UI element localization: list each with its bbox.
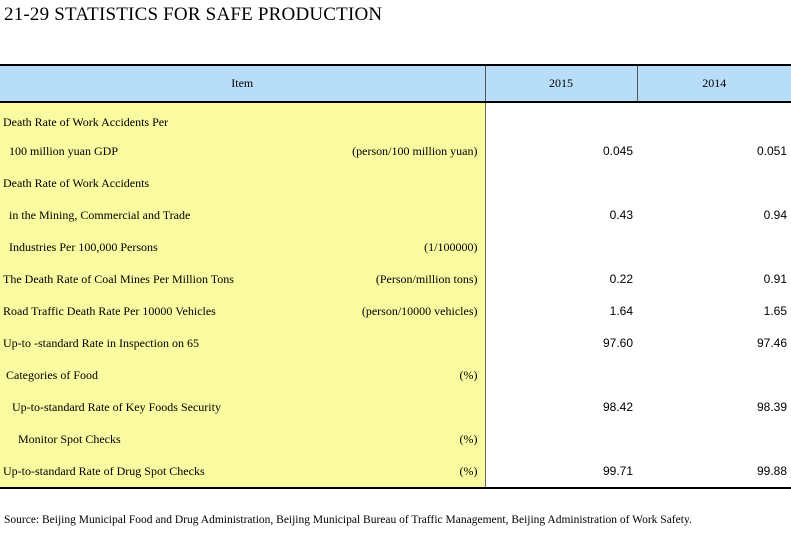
item-cell: Categories of Food (%)	[0, 359, 486, 391]
item-cell: Death Rate of Work Accidents Per	[0, 102, 486, 135]
value-2015: 1.64	[609, 304, 633, 318]
value-2014	[637, 423, 791, 455]
table-row: Categories of Food (%)	[0, 359, 791, 391]
value-2015: 99.71	[485, 455, 637, 489]
table-row: Industries Per 100,000 Persons (1/100000)	[0, 231, 791, 263]
table-row: Death Rate of Work Accidents Per	[0, 102, 791, 135]
item-label: 100 million yuan GDP	[3, 143, 119, 158]
item-unit: (Person/million tons)	[375, 271, 478, 286]
value-2014: 98.39	[756, 400, 787, 414]
table-row: Monitor Spot Checks (%)	[0, 423, 791, 455]
table-row: Death Rate of Work Accidents	[0, 167, 791, 199]
value-2014: 1.65	[763, 304, 787, 318]
item-unit: (%)	[459, 367, 478, 382]
item-cell: Death Rate of Work Accidents	[0, 167, 486, 199]
item-cell: Up-to-standard Rate of Drug Spot Checks (…	[0, 455, 486, 489]
table-row: Up-to-standard Rate of Key Foods Securit…	[0, 391, 791, 423]
column-header-2015: 2015	[485, 64, 638, 103]
item-cell: Up-to -standard Rate in Inspection on 65	[0, 327, 486, 359]
item-unit: (person/10000 vehicles)	[361, 303, 478, 318]
item-label: Road Traffic Death Rate Per 10000 Vehicl…	[3, 303, 216, 318]
item-label: Categories of Food	[3, 367, 98, 382]
value-2014	[637, 102, 791, 135]
value-2015	[485, 167, 637, 199]
item-cell: in the Mining, Commercial and Trade	[0, 199, 486, 231]
value-2015: 0.045	[602, 144, 633, 158]
table-row: Up-to -standard Rate in Inspection on 65…	[0, 327, 791, 359]
item-label: Industries Per 100,000 Persons	[3, 239, 158, 254]
page-title: 21-29 STATISTICS FOR SAFE PRODUCTION	[4, 4, 383, 25]
item-unit: (%)	[459, 431, 478, 446]
table-row: Road Traffic Death Rate Per 10000 Vehicl…	[0, 295, 791, 327]
value-2014: 99.88	[637, 455, 791, 489]
value-2015	[485, 102, 637, 135]
value-2014: 0.91	[763, 272, 787, 286]
item-label: Death Rate of Work Accidents Per	[3, 114, 169, 129]
item-label: Up-to-standard Rate of Key Foods Securit…	[3, 399, 221, 414]
item-cell: Industries Per 100,000 Persons (1/100000)	[0, 231, 486, 263]
value-2014: 0.051	[756, 144, 787, 158]
table-row: The Death Rate of Coal Mines Per Million…	[0, 263, 791, 295]
item-unit: (person/100 million yuan)	[352, 143, 478, 158]
item-label: in the Mining, Commercial and Trade	[3, 207, 191, 222]
item-label: Death Rate of Work Accidents	[3, 175, 150, 190]
value-2015: 97.60	[602, 336, 633, 350]
value-2014: 0.94	[763, 208, 787, 222]
value-2014: 97.46	[756, 336, 787, 350]
statistics-table: Item 2015 2014 Death Rate of Work Accide…	[0, 64, 791, 489]
table-row: Up-to-standard Rate of Drug Spot Checks (…	[0, 455, 791, 489]
source-note: Source: Beijing Municipal Food and Drug …	[4, 514, 692, 526]
item-label: The Death Rate of Coal Mines Per Million…	[3, 271, 234, 286]
column-header-item: Item	[0, 64, 486, 103]
table-header-row: Item 2015 2014	[0, 64, 791, 103]
item-unit: (1/100000)	[424, 239, 478, 254]
item-label: Monitor Spot Checks	[3, 431, 121, 446]
value-2015: 98.42	[602, 400, 633, 414]
value-2015: 0.43	[609, 208, 633, 222]
table-row: in the Mining, Commercial and Trade 0.43 0…	[0, 199, 791, 231]
value-2014	[637, 359, 791, 391]
value-2014	[637, 231, 791, 263]
item-label: Up-to-standard Rate of Drug Spot Checks	[3, 463, 205, 478]
value-2014	[637, 167, 791, 199]
column-header-2014: 2014	[637, 64, 791, 103]
item-unit: (%)	[459, 463, 478, 478]
item-cell: 100 million yuan GDP (person/100 million …	[0, 135, 486, 167]
value-2015	[485, 231, 637, 263]
item-cell: Road Traffic Death Rate Per 10000 Vehicl…	[0, 295, 486, 327]
item-cell: The Death Rate of Coal Mines Per Million…	[0, 263, 486, 295]
item-cell: Monitor Spot Checks (%)	[0, 423, 486, 455]
value-2015	[485, 423, 637, 455]
value-2015	[485, 359, 637, 391]
value-2015: 0.22	[609, 272, 633, 286]
item-cell: Up-to-standard Rate of Key Foods Securit…	[0, 391, 486, 423]
table-body: Death Rate of Work Accidents Per 100 mil…	[0, 102, 791, 489]
table-row: 100 million yuan GDP (person/100 million …	[0, 135, 791, 167]
item-label: Up-to -standard Rate in Inspection on 65	[3, 335, 199, 350]
